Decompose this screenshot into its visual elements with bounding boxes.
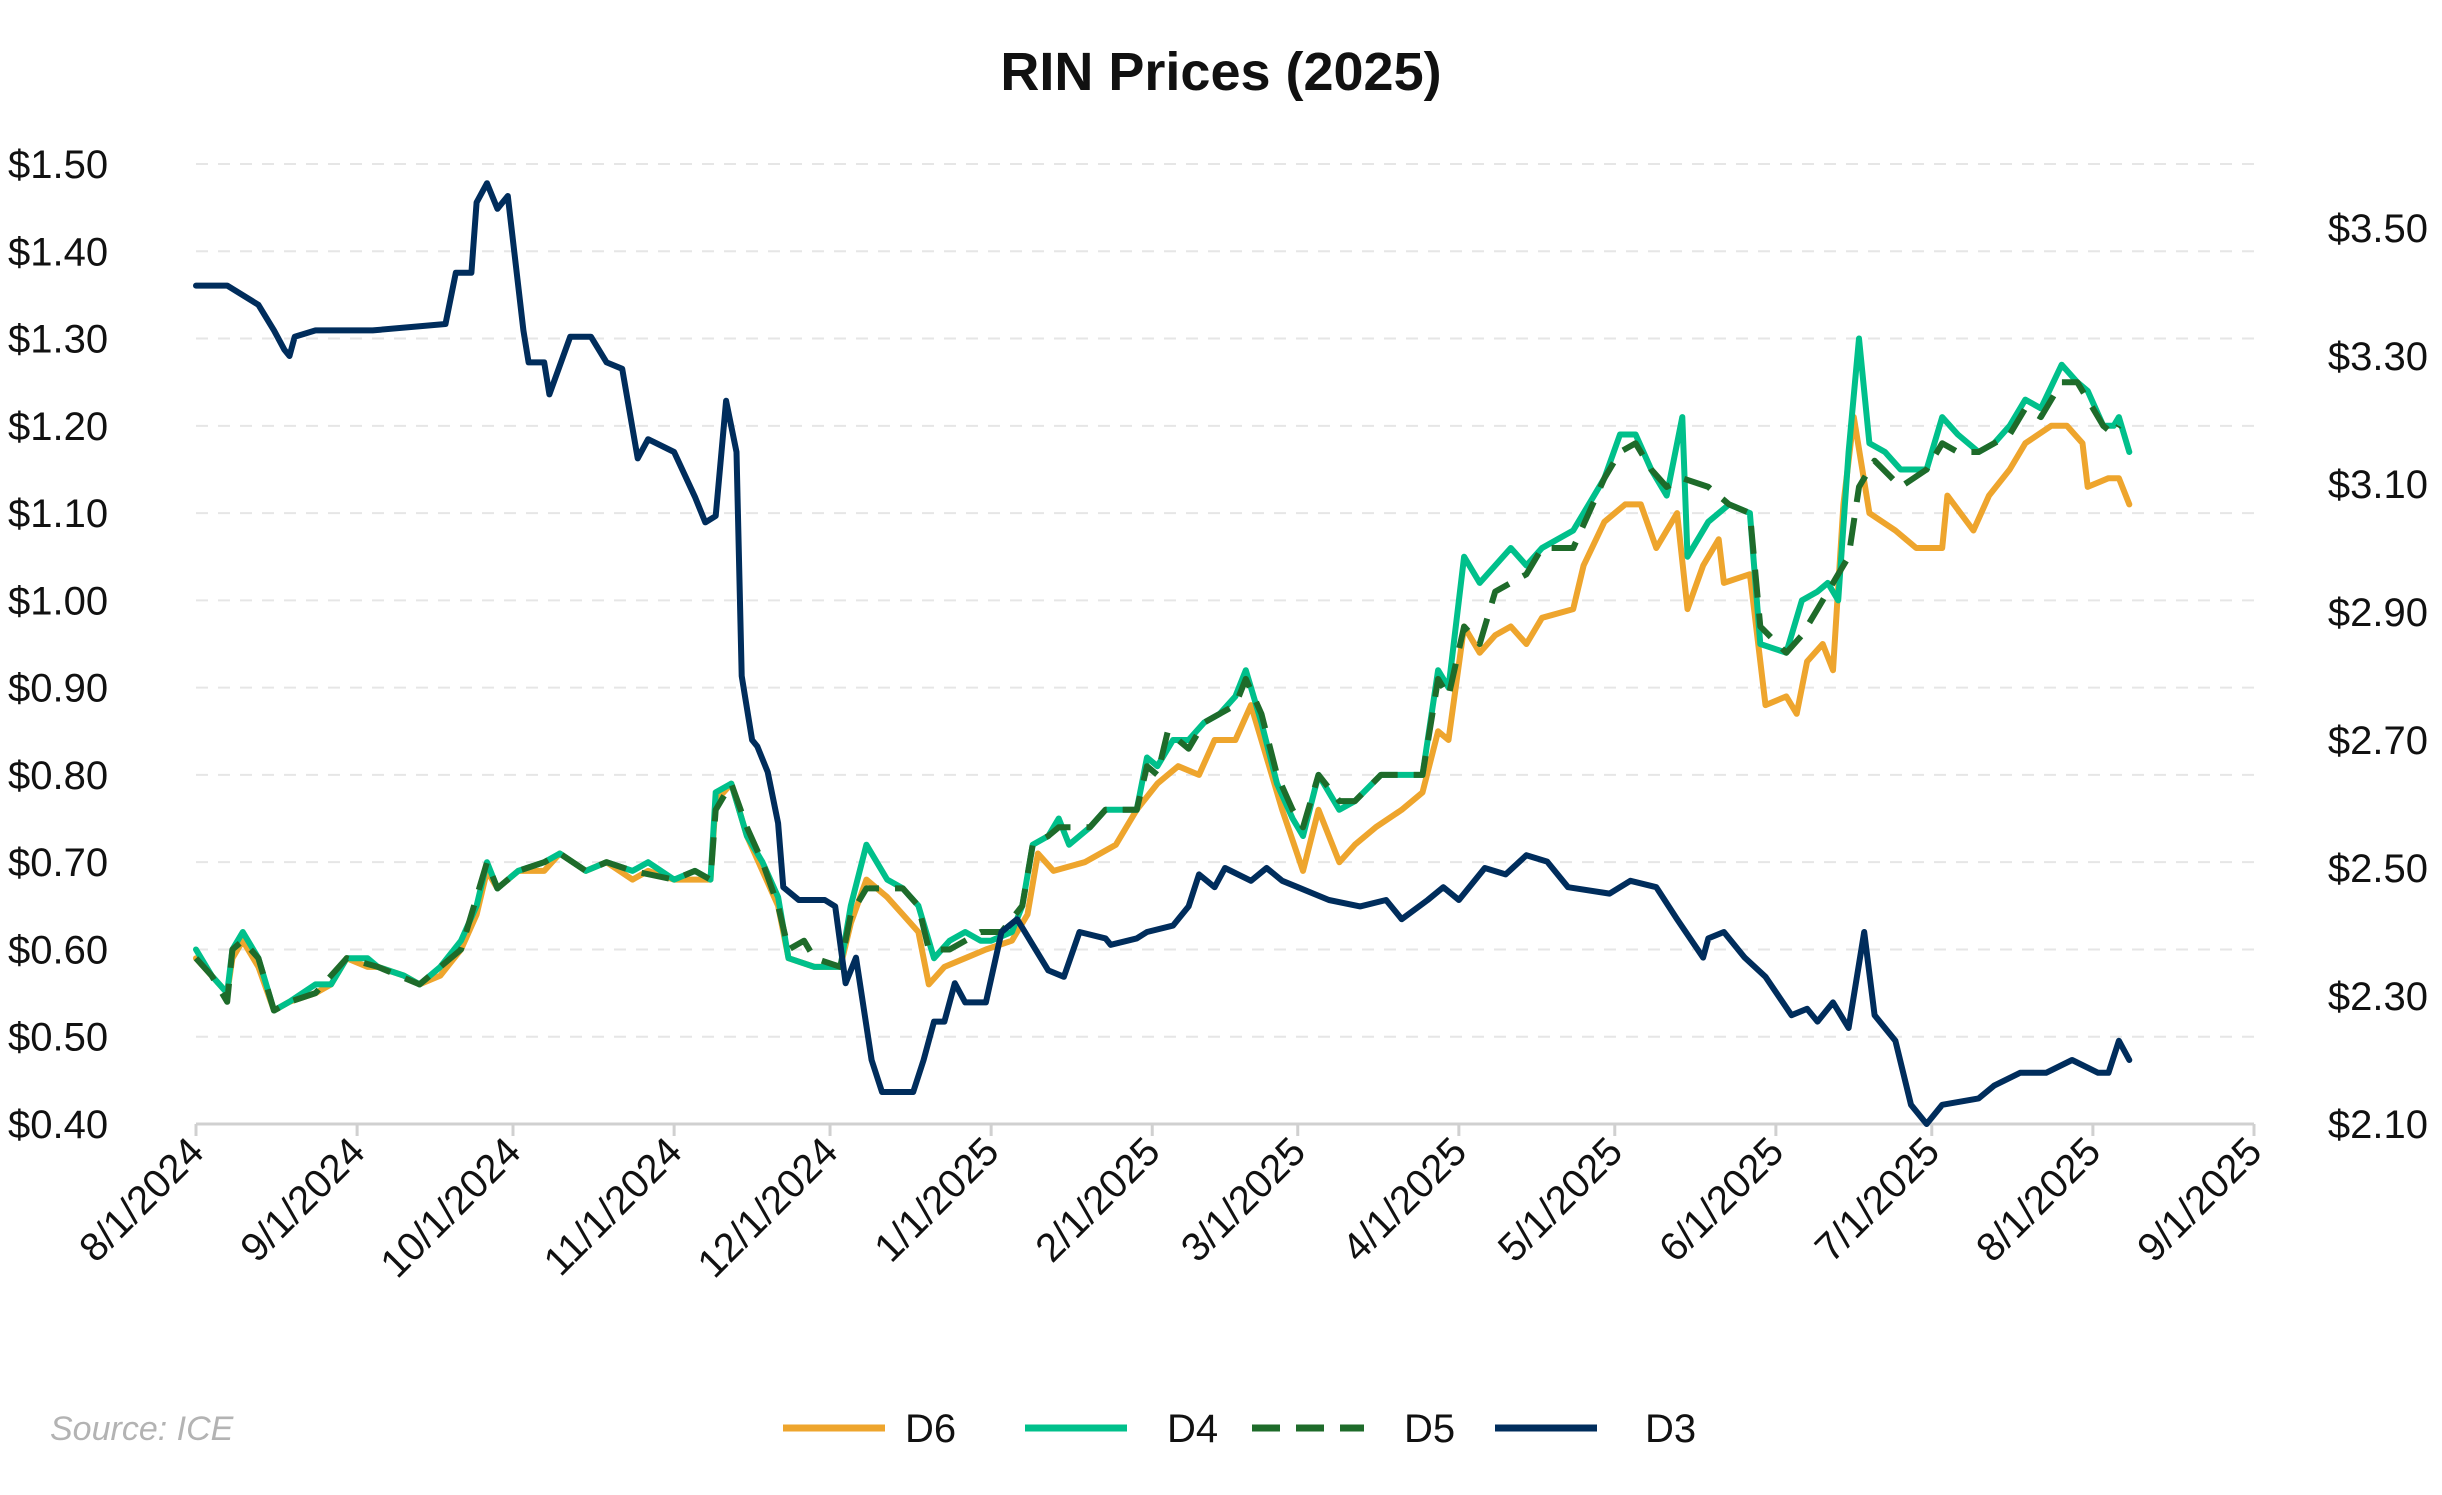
series-lines <box>193 180 2133 1127</box>
left-tick-label: $0.80 <box>8 754 108 798</box>
left-tick-label: $1.50 <box>8 143 108 187</box>
x-tick-label: 9/1/2024 <box>232 1129 373 1270</box>
x-tick-label: 7/1/2025 <box>1807 1129 1948 1270</box>
left-tick-label: $0.50 <box>8 1016 108 1060</box>
series-line-d3 <box>193 180 2133 1127</box>
x-tick-label: 4/1/2025 <box>1334 1129 1475 1270</box>
series-line-d6 <box>193 414 2133 1014</box>
right-axis: $2.10 $2.30 $2.50 $2.70 $2.90 $3.10 $3.30 $3.50 <box>2328 207 2428 1147</box>
x-tick-label: 5/1/2025 <box>1490 1129 1631 1270</box>
right-tick-label: $2.90 <box>2328 591 2428 635</box>
legend-item-d5: D5 <box>1252 1407 1455 1451</box>
x-tick-label: 2/1/2025 <box>1027 1129 1168 1270</box>
left-tick-label: $1.30 <box>8 318 108 362</box>
left-tick-label: $0.70 <box>8 841 108 885</box>
right-tick-label: $2.10 <box>2328 1103 2428 1147</box>
left-tick-label: $0.60 <box>8 928 108 972</box>
x-tick-label: 12/1/2024 <box>689 1129 846 1286</box>
left-tick-label: $1.40 <box>8 230 108 274</box>
left-tick-label: $1.00 <box>8 579 108 623</box>
right-tick-label: $2.30 <box>2328 975 2428 1019</box>
x-tick-label: 11/1/2024 <box>536 1129 691 1284</box>
x-tick-label: 3/1/2025 <box>1173 1129 1314 1270</box>
legend-item-d4: D4 <box>1025 1407 1218 1451</box>
legend-item-d6: D6 <box>783 1407 956 1451</box>
x-tick-label: 9/1/2025 <box>2129 1129 2270 1270</box>
right-tick-label: $3.30 <box>2328 335 2428 379</box>
x-tick-label: 10/1/2024 <box>372 1129 529 1286</box>
x-tick-label: 8/1/2024 <box>71 1129 212 1270</box>
legend-label: D5 <box>1404 1407 1455 1451</box>
series-line-d5 <box>193 379 2122 1014</box>
series-line-d4 <box>193 335 2133 1014</box>
source-note: Source: ICE <box>50 1410 234 1448</box>
right-tick-label: $2.70 <box>2328 719 2428 763</box>
gridlines <box>196 163 2254 1038</box>
legend-label: D3 <box>1645 1407 1696 1451</box>
chart-title: RIN Prices (2025) <box>1000 42 1441 102</box>
left-tick-label: $0.90 <box>8 667 108 711</box>
legend-label: D6 <box>905 1407 956 1451</box>
legend: D6 D4 D5 D3 <box>783 1407 1696 1451</box>
x-tick-label: 8/1/2025 <box>1968 1129 2109 1270</box>
left-tick-label: $1.20 <box>8 405 108 449</box>
left-axis: $0.40 $0.50 $0.60 $0.70 $0.80 $0.90 $1.00 $1.10… <box>8 143 108 1147</box>
right-tick-label: $2.50 <box>2328 847 2428 891</box>
right-tick-label: $3.10 <box>2328 463 2428 507</box>
left-tick-label: $1.10 <box>8 492 108 536</box>
x-tick-label: 1/1/2025 <box>866 1129 1007 1270</box>
x-tick-label: 6/1/2025 <box>1651 1129 1792 1270</box>
legend-label: D4 <box>1167 1407 1218 1451</box>
right-tick-label: $3.50 <box>2328 207 2428 251</box>
legend-item-d3: D3 <box>1495 1407 1696 1451</box>
left-tick-label: $0.40 <box>8 1103 108 1147</box>
